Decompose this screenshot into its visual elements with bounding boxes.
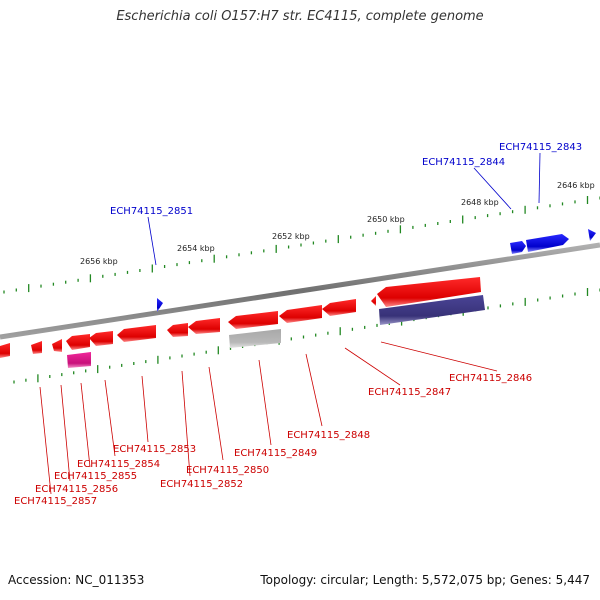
gene-arrow-reverse[interactable]: [279, 305, 322, 323]
upper-scale-ticks: [3, 196, 600, 294]
gene-arrow-reverse[interactable]: [66, 334, 90, 350]
gene-label-forward[interactable]: ECH74115_2844: [422, 157, 505, 168]
genome-backbone: [0, 242, 600, 340]
gene-label-reverse[interactable]: ECH74115_2847: [368, 387, 451, 398]
gene-label-reverse[interactable]: ECH74115_2852: [160, 479, 243, 490]
gene-label-reverse[interactable]: ECH74115_2846: [449, 373, 532, 384]
other-gene-feature[interactable]: [379, 295, 485, 325]
gene-arrow-forward[interactable]: [588, 229, 596, 241]
gene-arrow-reverse[interactable]: [117, 325, 156, 342]
scale-label: 2650 kbp: [367, 215, 405, 224]
page-title: Escherichia coli O157:H7 str. EC4115, co…: [116, 9, 484, 24]
reverse-leaders: [39, 341, 498, 495]
gene-label-reverse[interactable]: ECH74115_2857: [14, 496, 97, 507]
gene-label-reverse[interactable]: ECH74115_2855: [54, 471, 137, 482]
gene-arrow-reverse[interactable]: [371, 296, 376, 306]
gene-arrow-reverse[interactable]: [228, 311, 278, 329]
gene-label-reverse[interactable]: ECH74115_2853: [113, 444, 196, 455]
gene-label-reverse[interactable]: ECH74115_2850: [186, 465, 269, 476]
gene-arrow-reverse[interactable]: [322, 299, 356, 316]
gene-label-reverse[interactable]: ECH74115_2849: [234, 448, 317, 459]
gene-arrow-reverse[interactable]: [377, 277, 481, 307]
gene-arrow-forward[interactable]: [526, 234, 569, 252]
gene-arrow-forward[interactable]: [510, 241, 526, 254]
gene-arrow-forward[interactable]: [157, 298, 163, 312]
gene-label-forward[interactable]: ECH74115_2851: [110, 206, 193, 217]
scale-label: 2646 kbp: [557, 181, 595, 190]
rna-gene-feature[interactable]: [67, 352, 91, 368]
gene-arrow-reverse[interactable]: [89, 331, 113, 346]
gene-arrow-reverse[interactable]: [188, 318, 220, 334]
gene-arrow-reverse[interactable]: [0, 343, 10, 358]
scale-label: 2648 kbp: [461, 198, 499, 207]
gene-label-reverse[interactable]: ECH74115_2848: [287, 430, 370, 441]
gene-arrow-reverse[interactable]: [31, 341, 42, 354]
gene-label-forward[interactable]: ECH74115_2843: [499, 142, 582, 153]
gene-label-reverse[interactable]: ECH74115_2856: [35, 484, 118, 495]
forward-leaders: [147, 152, 541, 266]
reverse-genes: [0, 277, 481, 358]
scale-label: 2654 kbp: [177, 244, 215, 253]
genome-info-text: Topology: circular; Length: 5,572,075 bp…: [260, 573, 590, 587]
gene-arrow-reverse[interactable]: [167, 323, 188, 337]
gene-label-reverse[interactable]: ECH74115_2854: [77, 459, 160, 470]
accession-text: Accession: NC_011353: [8, 573, 145, 587]
scale-label: 2656 kbp: [80, 257, 118, 266]
pseudogene-feature[interactable]: [229, 329, 281, 348]
forward-genes: [157, 229, 596, 312]
scale-label: 2652 kbp: [272, 232, 310, 241]
gene-arrow-reverse[interactable]: [52, 339, 62, 352]
